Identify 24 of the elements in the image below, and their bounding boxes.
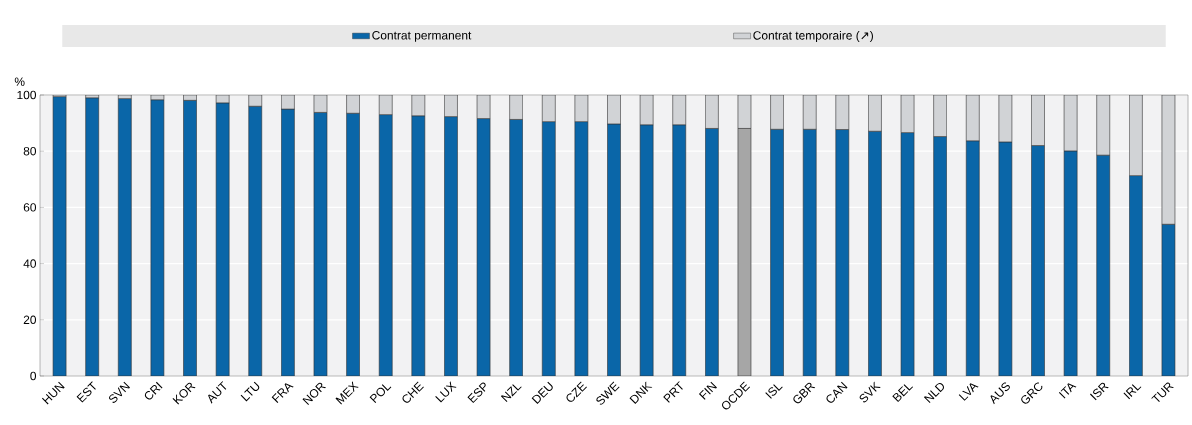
- x-tick-label: LTU: [240, 381, 260, 402]
- x-tick-label: BEL: [892, 384, 914, 403]
- x-tick-label: NZL: [500, 384, 522, 403]
- y-tick-label: 40: [23, 259, 37, 268]
- y-tick-label: 0: [30, 371, 37, 381]
- legend-label: Contrat permanent: [372, 31, 472, 42]
- x-tick-label: IRL: [1123, 384, 1142, 400]
- x-tick-label: POL: [369, 384, 392, 404]
- x-tick-label: FRA: [271, 383, 294, 403]
- y-tick-label: 100: [17, 90, 37, 100]
- legend-label: Contrat temporaire (↗): [753, 30, 873, 43]
- x-tick-label: CZE: [566, 381, 587, 402]
- x-tick-label: LVA: [958, 383, 979, 401]
- x-tick-label: ISL: [765, 384, 783, 399]
- x-tick-label: CRI: [144, 381, 163, 400]
- y-tick-label: 20: [23, 315, 37, 325]
- x-tick-label: NLD: [923, 382, 944, 403]
- x-tick-label: ITA: [1058, 383, 1077, 399]
- y-axis-title: %: [14, 77, 25, 86]
- y-tick-label: 80: [23, 146, 37, 156]
- x-tick-label: TUR: [1151, 382, 1174, 402]
- y-tick-label: 60: [23, 203, 37, 212]
- x-tick-label: ISR: [1090, 382, 1109, 401]
- x-tick-label: FIN: [698, 381, 717, 400]
